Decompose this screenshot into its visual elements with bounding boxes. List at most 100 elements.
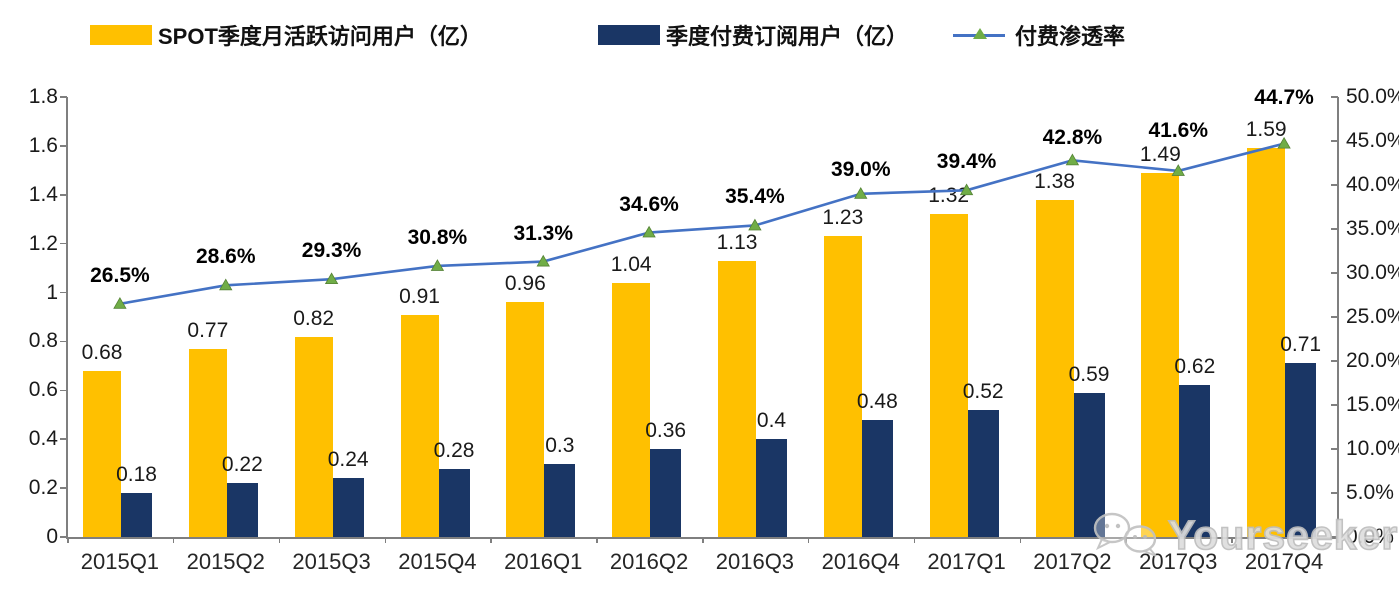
legend-label-penetration: 付费渗透率 [1015,24,1126,49]
y-axis-right-tick-label: 0.0% [1346,525,1394,548]
x-axis-tick [596,537,598,543]
y-axis-right-tick [1331,492,1338,494]
y-axis-right-tick [1331,404,1338,406]
y-axis-left-tick-label: 1.8 [28,85,58,108]
pct-label: 39.0% [830,157,891,181]
bar-mau [506,302,545,537]
bar-label-subs: 0.62 [1174,355,1216,379]
y-axis-left-tick-label: 0.2 [28,476,58,500]
x-axis-tick [1231,537,1233,543]
y-axis-left-line [66,97,68,537]
x-axis-label: 2016Q3 [715,549,795,574]
y-axis-left-tick [60,389,67,392]
y-axis-left-tick [60,291,67,294]
bar-mau [718,260,756,537]
bar-label-mau: 0.68 [81,340,123,364]
x-axis-label: 2016Q1 [504,549,583,574]
bar-subs [650,449,682,537]
pct-label: 44.7% [1254,85,1314,109]
x-axis-tick [384,537,387,543]
bar-subs [1285,363,1317,537]
pct-label: 29.3% [301,239,362,263]
y-axis-right-tick [1331,316,1338,318]
subs-series-swatch-icon [598,25,660,45]
bar-label-subs: 0.18 [116,463,157,486]
bar-subs [1179,385,1211,537]
pct-label: 34.6% [619,192,679,216]
y-axis-right-tick [1331,96,1338,98]
bar-mau [188,348,227,537]
x-axis-tick [172,537,175,543]
line-marker-triangle-icon [642,225,656,238]
bar-subs [332,478,364,537]
bar-mau [823,236,862,537]
y-axis-right-tick-label: 35.0% [1346,217,1399,240]
x-axis-label: 2017Q4 [1244,549,1324,574]
bar-label-subs: 0.22 [221,453,263,477]
x-axis-tick [278,537,281,543]
bar-label-mau: 0.82 [293,306,335,330]
line-marker-triangle-icon [1065,153,1080,166]
legend-item-mau: SPOT季度月活跃访问用户（亿） [90,22,482,49]
x-axis-label: 2017Q1 [927,549,1006,574]
pct-label: 42.8% [1042,126,1103,150]
bar-mau [612,282,651,537]
y-axis-right-tick-label: 45.0% [1346,129,1399,152]
penetration-line-path [119,142,1285,306]
y-axis-right-tick-label: 30.0% [1346,261,1399,284]
pct-label: 39.4% [936,150,997,174]
bar-label-mau: 0.91 [399,284,440,308]
y-axis-right-tick-label: 25.0% [1346,305,1399,328]
y-axis-left-tick-label: 1.2 [28,231,58,255]
y-axis-right-tick [1331,272,1338,274]
x-axis-tick [913,537,916,543]
bar-label-mau: 0.77 [187,318,229,342]
mau-series-swatch-icon [90,25,152,45]
bar-subs [544,463,576,537]
y-axis-left-tick-label: 1.4 [28,182,58,206]
x-axis-tick [1019,537,1022,543]
pct-label: 26.5% [90,263,150,287]
legend-label-subs: 季度付费订阅用户（亿） [666,24,909,49]
x-axis-label: 2015Q4 [398,549,477,574]
y-axis-right-tick [1331,228,1338,230]
watermark-text: Yourseeker [1167,511,1399,559]
y-axis-left-tick-label: 0.6 [28,378,58,402]
watermark: Yourseeker [1088,506,1398,564]
bar-label-mau: 1.23 [822,206,864,230]
bar-subs [861,419,893,537]
bar-label-subs: 0.24 [327,448,369,472]
bar-subs [438,468,470,537]
bar-label-subs: 0.36 [645,419,687,442]
x-axis-label: 2017Q2 [1033,549,1112,574]
bar-subs [1073,392,1105,537]
x-axis-tick [702,537,704,543]
x-axis-tick [490,537,492,543]
bar-label-subs: 0.4 [756,409,787,433]
legend-triangle-marker-icon [973,28,987,39]
y-axis-left-tick [60,145,67,147]
bar-label-subs: 0.52 [962,379,1004,403]
y-axis-left-tick [60,340,67,343]
bar-label-subs: 0.3 [545,433,575,457]
legend-label-mau: SPOT季度月活跃访问用户（亿） [158,24,482,49]
bar-mau [929,214,968,537]
x-axis-tick [67,537,69,543]
line-marker-triangle-icon [536,254,550,267]
legend-item-penetration: 付费渗透率 [953,22,1126,49]
legend-item-subs: 季度付费订阅用户（亿） [598,22,909,49]
bar-subs [121,493,152,537]
y-axis-right-tick-label: 50.0% [1346,85,1399,108]
y-axis-right-tick [1331,448,1338,450]
bar-mau [83,370,121,537]
y-axis-left-tick [60,193,67,196]
bar-label-mau: 1.04 [610,252,652,276]
y-axis-right-tick-label: 10.0% [1346,437,1399,460]
x-axis-label: 2015Q1 [80,549,160,574]
wechat-bubbles-icon [1093,512,1157,557]
line-series-swatch-icon [953,22,1005,48]
y-axis-right-tick-label: 40.0% [1346,173,1399,196]
line-marker-triangle-icon [219,278,233,291]
line-marker-triangle-icon [430,259,445,271]
